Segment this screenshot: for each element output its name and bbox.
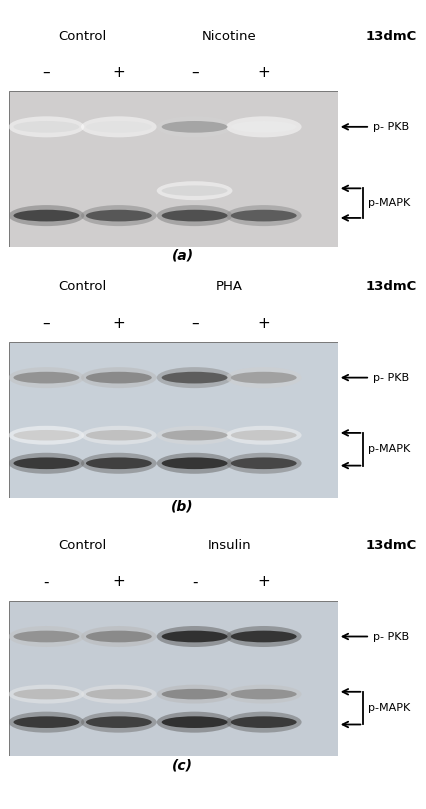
Ellipse shape: [161, 689, 227, 699]
Ellipse shape: [156, 684, 232, 704]
Ellipse shape: [81, 453, 156, 474]
Ellipse shape: [225, 367, 301, 388]
Text: 13dmC: 13dmC: [364, 30, 415, 43]
Text: 13dmC: 13dmC: [364, 281, 415, 294]
Ellipse shape: [156, 116, 232, 138]
Ellipse shape: [14, 631, 79, 642]
Ellipse shape: [9, 426, 84, 445]
Ellipse shape: [86, 689, 151, 699]
Ellipse shape: [230, 121, 296, 133]
Text: p-MAPK: p-MAPK: [367, 703, 409, 714]
Text: Control: Control: [58, 281, 106, 294]
Ellipse shape: [9, 626, 84, 647]
Text: +: +: [112, 316, 125, 331]
Text: p-MAPK: p-MAPK: [367, 444, 409, 455]
Ellipse shape: [86, 210, 151, 222]
Ellipse shape: [225, 453, 301, 474]
Text: Control: Control: [58, 30, 106, 43]
Ellipse shape: [86, 716, 151, 728]
Text: p-MAPK: p-MAPK: [367, 198, 409, 208]
Ellipse shape: [156, 426, 232, 445]
Ellipse shape: [230, 689, 296, 699]
Ellipse shape: [230, 210, 296, 222]
Ellipse shape: [161, 631, 227, 642]
Ellipse shape: [9, 367, 84, 388]
Ellipse shape: [156, 626, 232, 647]
Text: –: –: [43, 316, 50, 331]
Ellipse shape: [9, 453, 84, 474]
Ellipse shape: [81, 116, 156, 138]
Ellipse shape: [81, 426, 156, 445]
Ellipse shape: [230, 372, 296, 383]
Ellipse shape: [86, 372, 151, 383]
Ellipse shape: [14, 121, 79, 133]
Ellipse shape: [225, 116, 301, 138]
Ellipse shape: [86, 457, 151, 469]
Text: +: +: [112, 65, 125, 80]
Ellipse shape: [9, 116, 84, 138]
Text: –: –: [43, 65, 50, 80]
Ellipse shape: [230, 631, 296, 642]
Ellipse shape: [230, 457, 296, 469]
Ellipse shape: [14, 689, 79, 699]
Ellipse shape: [14, 210, 79, 222]
Text: p- PKB: p- PKB: [373, 632, 409, 642]
Ellipse shape: [225, 205, 301, 226]
Text: +: +: [257, 574, 270, 590]
Text: -: -: [43, 574, 49, 590]
Text: Control: Control: [58, 540, 106, 553]
Ellipse shape: [225, 426, 301, 445]
Ellipse shape: [9, 712, 84, 733]
Text: +: +: [112, 574, 125, 590]
Ellipse shape: [225, 712, 301, 733]
Ellipse shape: [9, 684, 84, 704]
Ellipse shape: [86, 121, 151, 133]
Ellipse shape: [156, 205, 232, 226]
Text: 13dmC: 13dmC: [364, 540, 415, 553]
Ellipse shape: [156, 453, 232, 474]
Ellipse shape: [161, 372, 227, 383]
Ellipse shape: [156, 712, 232, 733]
Ellipse shape: [230, 716, 296, 728]
Ellipse shape: [225, 626, 301, 647]
Text: (c): (c): [172, 758, 193, 773]
Ellipse shape: [161, 121, 227, 133]
Text: Nicotine: Nicotine: [201, 30, 256, 43]
Ellipse shape: [230, 430, 296, 440]
Text: (b): (b): [171, 499, 193, 514]
Ellipse shape: [86, 631, 151, 642]
Ellipse shape: [161, 457, 227, 469]
Ellipse shape: [81, 205, 156, 226]
Text: –: –: [190, 316, 198, 331]
Ellipse shape: [225, 684, 301, 704]
Ellipse shape: [9, 205, 84, 226]
Ellipse shape: [161, 210, 227, 222]
Ellipse shape: [156, 367, 232, 388]
Ellipse shape: [81, 684, 156, 704]
Text: +: +: [257, 316, 270, 331]
Text: p- PKB: p- PKB: [373, 373, 409, 383]
Text: PHA: PHA: [215, 281, 242, 294]
Ellipse shape: [161, 716, 227, 728]
Ellipse shape: [156, 181, 232, 200]
Ellipse shape: [81, 712, 156, 733]
Text: (a): (a): [171, 248, 193, 263]
Text: -: -: [191, 574, 197, 590]
Text: –: –: [190, 65, 198, 80]
Ellipse shape: [86, 430, 151, 440]
Ellipse shape: [161, 430, 227, 440]
Text: p- PKB: p- PKB: [373, 122, 409, 132]
Ellipse shape: [14, 372, 79, 383]
Ellipse shape: [14, 430, 79, 440]
Ellipse shape: [161, 185, 227, 196]
Ellipse shape: [14, 716, 79, 728]
Text: Insulin: Insulin: [207, 540, 250, 553]
Text: +: +: [257, 65, 270, 80]
Ellipse shape: [81, 367, 156, 388]
Ellipse shape: [14, 457, 79, 469]
Ellipse shape: [81, 626, 156, 647]
